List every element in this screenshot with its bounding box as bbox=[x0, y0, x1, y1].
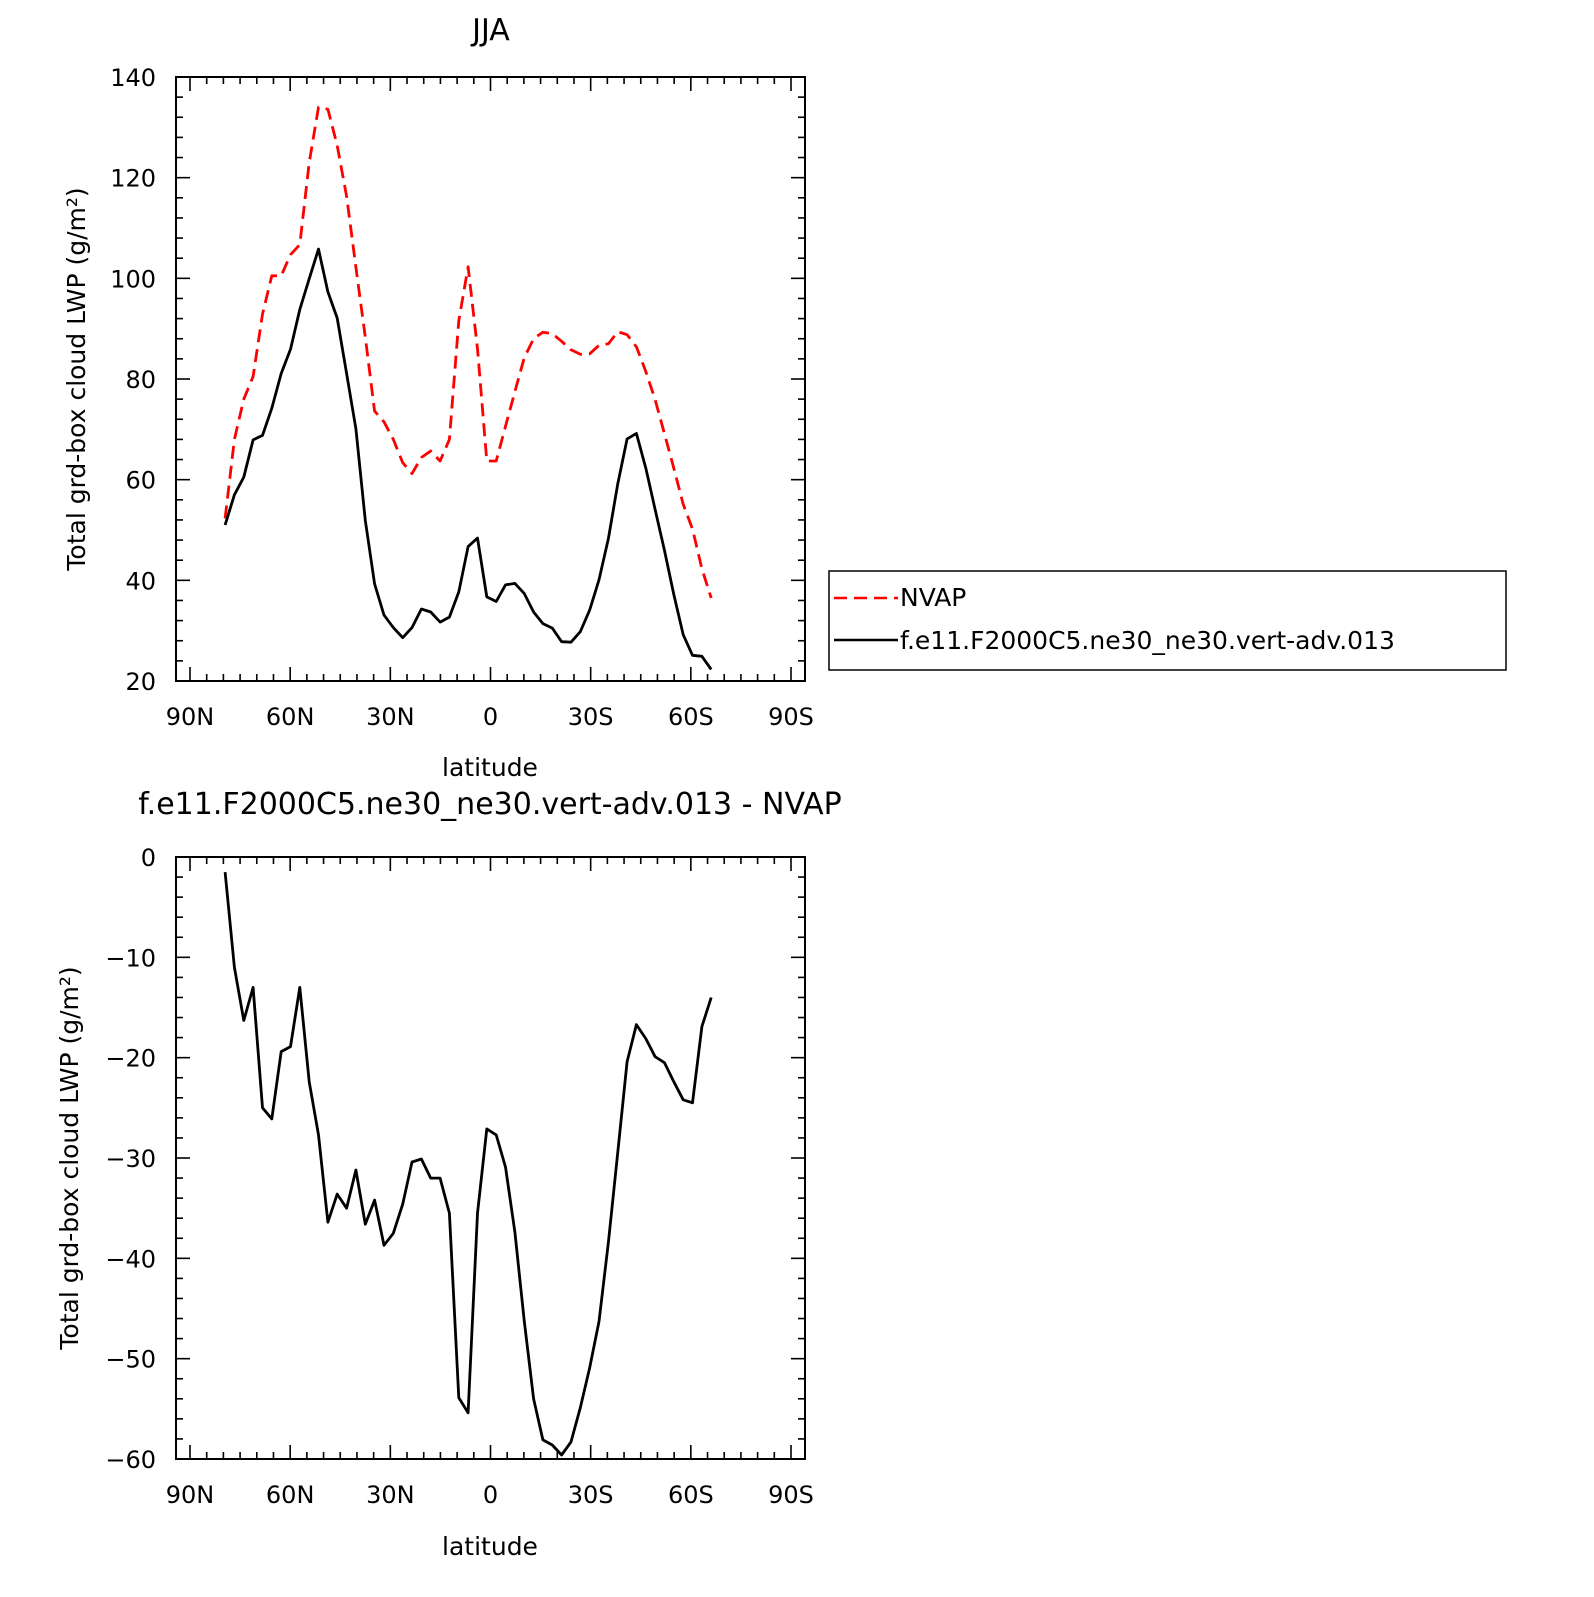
bottom-y-tick-label: −50 bbox=[105, 1346, 156, 1374]
bottom-y-tick-label: −40 bbox=[105, 1245, 156, 1273]
bottom-plot-frame bbox=[175, 856, 806, 1460]
bottom-chart-ticks bbox=[176, 856, 805, 1460]
top-y-tick-label: 80 bbox=[125, 366, 156, 394]
top-y-tick-label: 40 bbox=[125, 567, 156, 595]
top-y-tick-label: 120 bbox=[110, 165, 156, 193]
bottom-y-tick-label: −10 bbox=[105, 944, 156, 972]
bottom-y-tick-label: −30 bbox=[105, 1145, 156, 1173]
bottom-chart-panel: f.e11.F2000C5.ne30_ne30.vert-adv.013 - N… bbox=[55, 787, 842, 1561]
top-x-tick-label: 30N bbox=[366, 703, 415, 731]
top-x-tick-label: 90N bbox=[166, 703, 215, 731]
top-y-tick-label: 60 bbox=[125, 467, 156, 495]
top-y-tick-label: 140 bbox=[110, 64, 156, 92]
top-plot-frame bbox=[175, 76, 806, 682]
bottom-x-tick-label: 90S bbox=[768, 1481, 814, 1509]
top-series-line-0 bbox=[223, 105, 713, 599]
bottom-x-tick-label: 30S bbox=[568, 1481, 614, 1509]
bottom-y-axis-label: Total grd-box cloud LWP (g/m²) bbox=[55, 966, 84, 1350]
bottom-y-tick-label: −60 bbox=[105, 1446, 156, 1474]
top-chart-ticks bbox=[176, 76, 805, 682]
bottom-x-tick-label: 60N bbox=[266, 1481, 315, 1509]
legend-label-model: f.e11.F2000C5.ne30_ne30.vert-adv.013 bbox=[900, 626, 1395, 655]
top-y-axis-label: Total grd-box cloud LWP (g/m²) bbox=[62, 187, 91, 571]
bottom-y-tick-label: 0 bbox=[141, 844, 156, 872]
top-chart-title: JJA bbox=[470, 13, 510, 48]
bottom-chart-title: f.e11.F2000C5.ne30_ne30.vert-adv.013 - N… bbox=[138, 787, 841, 822]
top-x-tick-label: 90S bbox=[768, 703, 814, 731]
top-x-axis-label: latitude bbox=[442, 753, 538, 782]
bottom-x-tick-label: 60S bbox=[668, 1481, 714, 1509]
top-series-line-1 bbox=[223, 247, 713, 671]
top-y-tick-labels: 20 40 60 80 100 120 140 bbox=[110, 64, 156, 696]
top-x-tick-label: 60S bbox=[668, 703, 714, 731]
bottom-y-tick-labels: 0 −10 −20 −30 −40 −50 −60 bbox=[105, 844, 156, 1474]
top-chart-series bbox=[223, 105, 713, 671]
bottom-series-line-0 bbox=[223, 871, 713, 1457]
top-x-tick-label: 0 bbox=[483, 703, 498, 731]
bottom-y-tick-label: −20 bbox=[105, 1045, 156, 1073]
legend-box bbox=[828, 570, 1507, 671]
bottom-chart-series bbox=[223, 871, 713, 1457]
bottom-x-tick-labels: 90N 60N 30N 0 30S 60S 90S bbox=[166, 1481, 814, 1509]
top-x-tick-label: 60N bbox=[266, 703, 315, 731]
legend-label-nvap: NVAP bbox=[900, 583, 966, 612]
bottom-x-tick-label: 90N bbox=[166, 1481, 215, 1509]
bottom-x-tick-label: 30N bbox=[366, 1481, 415, 1509]
top-x-tick-label: 30S bbox=[568, 703, 614, 731]
bottom-x-tick-label: 0 bbox=[483, 1481, 498, 1509]
top-x-tick-labels: 90N 60N 30N 0 30S 60S 90S bbox=[166, 703, 814, 731]
top-y-tick-label: 20 bbox=[125, 668, 156, 696]
bottom-x-axis-label: latitude bbox=[442, 1532, 538, 1561]
legend: NVAP f.e11.F2000C5.ne30_ne30.vert-adv.01… bbox=[828, 570, 1507, 671]
top-y-tick-label: 100 bbox=[110, 265, 156, 293]
